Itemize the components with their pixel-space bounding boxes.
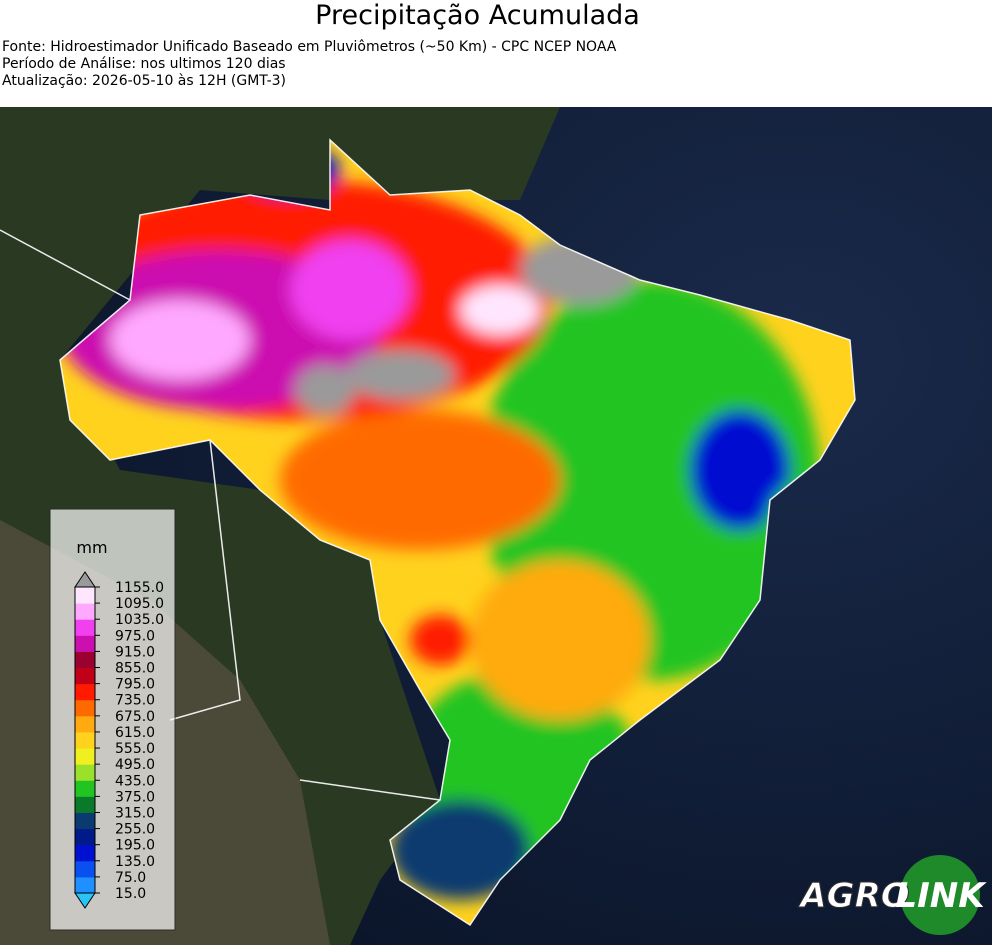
colorbar-tick-label: 15.0 [115,886,146,902]
colorbar-tick-label: 255.0 [115,822,155,838]
colorbar-bin [75,844,95,862]
period-line: Período de Análise: nos ultimos 120 dias [2,56,286,72]
colorbar-tick-label: 915.0 [115,644,155,660]
colorbar-bin [75,715,95,733]
borders [0,138,856,927]
legend-box [49,508,176,931]
colorbar-tick-label: 435.0 [115,773,155,789]
colorbar-tick-label: 195.0 [115,838,155,854]
colorbar-bin [75,876,95,894]
colorbar-bin [75,651,95,669]
colorbar-bin [75,860,95,878]
header: Precipitação Acumulada Fonte: Hidroestim… [0,0,992,106]
title: Precipitação Acumulada [315,0,640,31]
colorbar-bin [75,699,95,717]
colorbar-bin [75,731,95,749]
colorbar-tick-label: 495.0 [115,757,155,773]
colorbar-tick-label: 735.0 [115,693,155,709]
colorbar-bin [75,635,95,652]
colorbar-tick-label: 795.0 [115,677,155,693]
colorbar-bin [75,796,95,813]
colorbar: 15.075.0135.0195.0255.0315.0375.0435.049… [74,571,164,909]
colorbar-tick-label: 975.0 [115,628,155,644]
colorbar-bin [75,683,95,701]
source-line: Fonte: Hidroestimador Unificado Baseado … [2,39,617,55]
colorbar-tick-label: 675.0 [115,709,155,725]
logo-right: LINK [895,876,987,916]
colorbar-bin [75,780,95,797]
colorbar-tick-label: 75.0 [115,870,146,886]
colorbar-tick-label: 375.0 [115,789,155,805]
colorbar-bin [75,812,95,830]
colorbar-tick-label: 315.0 [115,805,155,821]
colorbar-tick-label: 135.0 [115,854,155,870]
colorbar-bin [75,828,95,846]
colorbar-bin [75,603,95,620]
colorbar-tick-label: 1095.0 [115,596,164,612]
colorbar-tick-label: 615.0 [115,725,155,741]
colorbar-tick-label: 555.0 [115,741,155,757]
legend-unit: mm [76,538,107,557]
colorbar-bin [75,667,95,685]
colorbar-tick-label: 1155.0 [115,580,164,596]
colorbar-tick-label: 1035.0 [115,612,164,628]
colorbar-tick-label: 855.0 [115,661,155,677]
colorbar-bin [75,764,95,781]
update-line: Atualização: 2026-05-10 às 12H (GMT-3) [2,73,286,89]
colorbar-bin [75,748,95,765]
colorbar-bin [75,619,95,636]
colorbar-frame [74,586,96,894]
logo-circle [900,855,980,935]
colorbar-bin [75,587,95,604]
logo-left: AGRO [797,876,909,916]
